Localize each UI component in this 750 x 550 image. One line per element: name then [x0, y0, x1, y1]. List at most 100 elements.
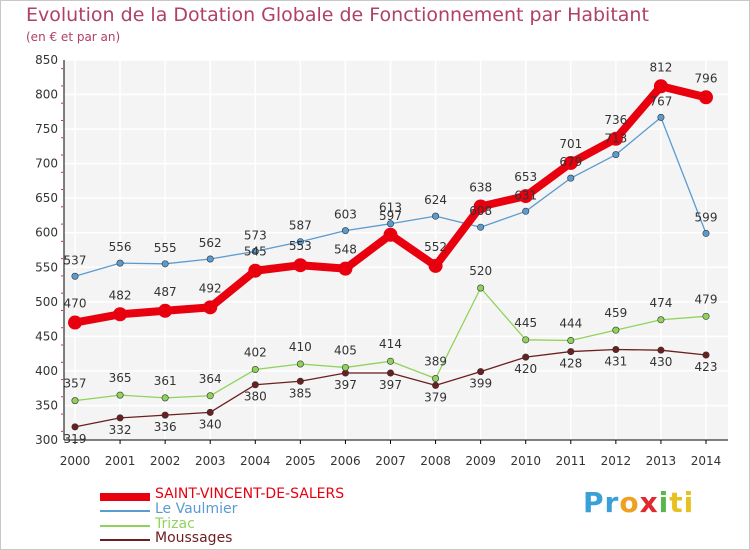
data-point: [612, 345, 620, 353]
data-label: 520: [469, 264, 492, 278]
legend-swatch: [100, 525, 150, 527]
data-label: 796: [695, 71, 718, 85]
y-tick-label: 650: [35, 191, 58, 205]
data-label: 405: [334, 343, 357, 357]
data-label: 361: [154, 374, 177, 388]
legend-item-trizac[interactable]: Trizac: [100, 516, 400, 533]
data-label: 631: [514, 188, 537, 202]
data-label: 379: [424, 390, 447, 404]
data-point: [699, 90, 713, 105]
data-label: 562: [199, 236, 222, 250]
legend-item-saint-vincent[interactable]: SAINT-VINCENT-DE-SALERS: [100, 486, 400, 503]
y-tick-label: 300: [35, 433, 58, 447]
legend-item-moussages[interactable]: Moussages: [100, 530, 400, 547]
data-label: 492: [199, 281, 222, 295]
data-point: [432, 381, 440, 389]
legend-swatch: [100, 510, 150, 512]
plot-area: [64, 60, 728, 440]
data-label: 537: [64, 253, 87, 267]
y-tick-label: 750: [35, 122, 58, 136]
data-label: 624: [424, 193, 447, 207]
data-point: [477, 284, 485, 292]
data-label: 414: [379, 337, 402, 351]
logo-letter: i: [658, 486, 670, 519]
data-label: 431: [604, 354, 627, 368]
data-label: 428: [559, 357, 582, 371]
data-point: [522, 353, 530, 361]
data-point: [71, 423, 79, 431]
legend-label: Trizac: [155, 516, 195, 532]
data-point: [296, 360, 304, 368]
legend-label: SAINT-VINCENT-DE-SALERS: [155, 486, 345, 502]
logo-letter: ti: [669, 486, 695, 519]
data-point: [206, 392, 214, 400]
data-point: [567, 348, 575, 356]
data-point: [158, 303, 173, 318]
data-point: [296, 238, 304, 246]
x-tick-label: 2006: [330, 454, 361, 468]
data-label: 444: [559, 317, 582, 331]
data-label: 459: [604, 306, 627, 320]
x-tick-label: 2014: [691, 454, 722, 468]
logo-letter: Pr: [583, 486, 620, 519]
y-tick-label: 550: [35, 260, 58, 274]
data-label: 597: [379, 209, 402, 223]
data-point: [203, 300, 218, 315]
chart-subtitle: (en € et par an): [26, 30, 121, 44]
data-point: [608, 131, 623, 146]
data-point: [702, 312, 710, 320]
data-label: 397: [379, 378, 402, 392]
data-point: [116, 391, 124, 399]
data-label: 423: [695, 360, 718, 374]
data-label: 487: [154, 285, 177, 299]
y-tick-label: 600: [35, 226, 58, 240]
x-tick-label: 2001: [105, 454, 136, 468]
data-point: [161, 411, 169, 419]
x-tick-label: 2010: [510, 454, 541, 468]
data-point: [341, 363, 349, 371]
data-label: 608: [469, 204, 492, 218]
data-point: [296, 377, 304, 385]
x-tick-label: 2008: [420, 454, 451, 468]
data-point: [386, 357, 394, 365]
data-label: 332: [109, 423, 132, 437]
data-point: [432, 375, 440, 383]
legend-label: Moussages: [155, 530, 233, 546]
data-label: 736: [604, 113, 627, 127]
data-label: 603: [334, 208, 357, 222]
logo-letter: o: [619, 486, 640, 519]
data-label: 470: [64, 297, 87, 311]
data-point: [71, 272, 79, 280]
x-tick-label: 2009: [465, 454, 496, 468]
data-point: [657, 113, 665, 121]
data-label: 679: [559, 155, 582, 169]
data-label: 420: [514, 362, 537, 376]
data-point: [518, 189, 533, 204]
legend-label: Le Vaulmier: [155, 501, 238, 517]
data-label: 402: [244, 346, 267, 360]
data-label: 445: [514, 316, 537, 330]
data-label: 545: [244, 245, 267, 259]
proxiti-logo: Proxiti: [583, 486, 694, 519]
x-tick-label: 2011: [556, 454, 587, 468]
data-label: 573: [244, 228, 267, 242]
x-tick-label: 2005: [285, 454, 316, 468]
data-label: 713: [604, 132, 627, 146]
data-point: [522, 336, 530, 344]
data-point: [251, 247, 259, 255]
x-tick-label: 2013: [646, 454, 677, 468]
data-label: 340: [199, 417, 222, 431]
data-label: 767: [649, 94, 672, 108]
legend-item-le-vaulmier[interactable]: Le Vaulmier: [100, 501, 400, 518]
data-label: 553: [289, 239, 312, 253]
data-label: 410: [289, 340, 312, 354]
data-label: 701: [559, 137, 582, 151]
data-point: [477, 368, 485, 376]
data-point: [657, 316, 665, 324]
data-point: [293, 258, 308, 273]
data-label: 385: [289, 386, 312, 400]
data-point: [612, 151, 620, 159]
data-point: [383, 227, 398, 242]
data-label: 555: [154, 241, 177, 255]
